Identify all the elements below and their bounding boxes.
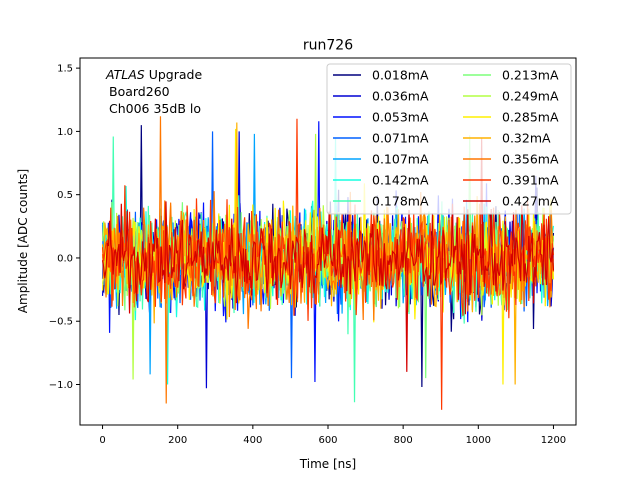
- y-tick-label: 1.0: [57, 127, 73, 138]
- series-trough-0.356mA: [164, 257, 168, 404]
- x-tick-label: 1000: [466, 435, 491, 446]
- y-tick-label: −1.0: [49, 380, 73, 391]
- y-tick-label: 1.5: [57, 64, 73, 75]
- series-trough-0.427mA: [405, 257, 409, 372]
- legend-label: 0.178mA: [372, 194, 429, 209]
- annotation-channel: Ch006 35dB lo: [109, 101, 201, 116]
- legend-label: 0.427mA: [502, 194, 559, 209]
- x-tick-label: 0: [99, 435, 105, 446]
- series-trough-0.018mA: [420, 257, 424, 388]
- series-line-0.427mA: [101, 201, 555, 315]
- legend-label: 0.285mA: [502, 110, 559, 125]
- legend-label: 0.071mA: [372, 131, 429, 146]
- legend-label: 0.107mA: [372, 152, 429, 167]
- annotation-atlas: ATLAS: [105, 67, 145, 82]
- series-trough-0.213mA: [423, 257, 428, 379]
- y-axis-ticks: −1.0 −0.5 0.0 0.5 1.0 1.5: [49, 64, 80, 391]
- chart-title: run726: [303, 38, 353, 54]
- x-tick-label: 800: [394, 435, 413, 446]
- series-trough-0.107mA: [148, 257, 152, 375]
- x-tick-label: 600: [318, 435, 337, 446]
- legend-label: 0.213mA: [502, 68, 559, 83]
- series-trough-0.391mA: [439, 257, 444, 410]
- y-tick-label: 0.5: [57, 190, 73, 201]
- x-tick-label: 400: [243, 435, 262, 446]
- legend-label: 0.32mA: [502, 131, 551, 146]
- legend-label: 0.356mA: [502, 152, 559, 167]
- x-axis-ticks: 0 200 400 600 800 1000 1200: [99, 425, 566, 446]
- legend-label: 0.391mA: [502, 173, 559, 188]
- legend-label: 0.036mA: [372, 89, 429, 104]
- x-tick-label: 1200: [541, 435, 566, 446]
- annotation-board: Board260: [109, 84, 170, 99]
- legend-label: 0.018mA: [372, 68, 429, 83]
- legend-box: [326, 63, 572, 215]
- traces: [101, 116, 555, 410]
- legend-label: 0.249mA: [502, 89, 559, 104]
- legend-label: 0.142mA: [372, 173, 429, 188]
- x-tick-label: 200: [168, 435, 187, 446]
- annotation-upgrade: Upgrade: [145, 67, 203, 82]
- series-trough-0.036mA: [204, 257, 209, 389]
- series-peak-0.249mA: [313, 133, 318, 258]
- series-peak-0.018mA: [139, 125, 144, 258]
- legend: 0.018mA 0.036mA 0.053mA 0.071mA 0.107mA 0.142…: [326, 63, 572, 215]
- svg-text:ATLAS Upgrade: ATLAS Upgrade: [105, 67, 202, 82]
- series-peak-0.356mA: [158, 116, 163, 258]
- y-axis-label: Amplitude [ADC counts]: [16, 169, 30, 313]
- y-tick-label: −0.5: [49, 317, 73, 328]
- y-tick-label: 0.0: [57, 253, 73, 264]
- atlas-annotation: ATLAS Upgrade Board260 Ch006 35dB lo: [105, 67, 202, 116]
- legend-label: 0.053mA: [372, 110, 429, 125]
- x-axis-label: Time [ns]: [299, 457, 356, 471]
- series-peak-0.391mA: [295, 118, 299, 258]
- series-trough-0.285mA: [501, 257, 505, 385]
